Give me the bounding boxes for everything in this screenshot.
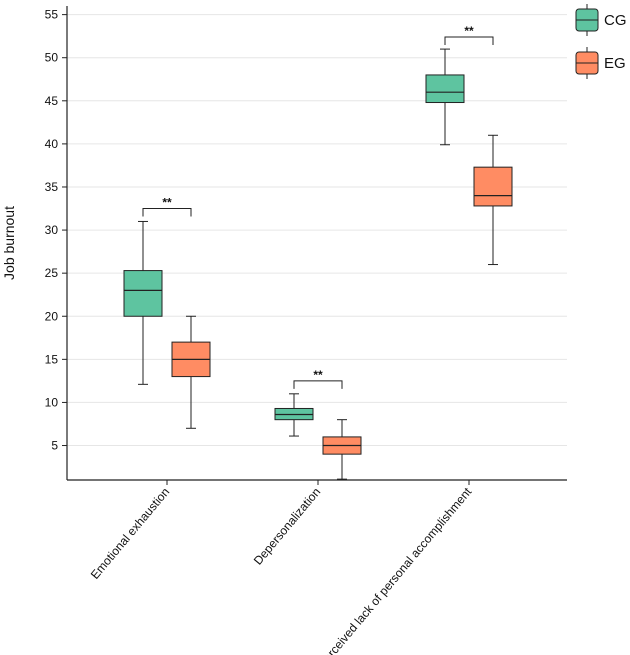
y-tick-label: 25 bbox=[45, 266, 59, 280]
box-eg-2 bbox=[473, 134, 513, 266]
bracket-line bbox=[293, 380, 343, 389]
bracket-line bbox=[444, 36, 494, 46]
y-tick-label: 30 bbox=[45, 223, 59, 237]
y-axis-title: Job burnout bbox=[1, 206, 17, 280]
gridlines bbox=[67, 14, 567, 447]
iqr-box bbox=[123, 270, 163, 317]
legend-item-eg: EG bbox=[575, 47, 626, 79]
bracket-line bbox=[142, 208, 192, 217]
iqr-box bbox=[473, 166, 513, 207]
significance-bracket: ** bbox=[293, 368, 343, 389]
legend-label: EG bbox=[604, 55, 626, 72]
y-tick-label: 10 bbox=[45, 395, 59, 409]
y-tick-label: 5 bbox=[51, 439, 58, 453]
y-tick-label: 50 bbox=[45, 51, 59, 65]
box-eg-0 bbox=[171, 315, 211, 429]
y-tick-label: 55 bbox=[45, 8, 59, 22]
x-tick-label: Emotional exhaustion bbox=[88, 485, 172, 582]
legend-label: CG bbox=[604, 12, 627, 29]
box-cg-0 bbox=[123, 220, 163, 385]
significance-label: ** bbox=[313, 368, 323, 382]
legend: CG EG bbox=[575, 4, 627, 79]
significance-bracket: ** bbox=[444, 24, 494, 46]
y-tick-label: 15 bbox=[45, 352, 59, 366]
box-eg-1 bbox=[322, 419, 362, 480]
box-cg-1 bbox=[274, 393, 314, 437]
y-tick-label: 40 bbox=[45, 137, 59, 151]
y-tick-label: 20 bbox=[45, 309, 59, 323]
significance-label: ** bbox=[162, 196, 172, 210]
significance-label: ** bbox=[464, 24, 474, 38]
significance-markers: ** ** ** bbox=[142, 24, 494, 389]
x-tick-label: Perceived lack of personal accomplishmen… bbox=[315, 484, 474, 655]
axes: 5 10 15 20 25 30 35 40 45 50 55 Emotional exhaustio… bbox=[45, 6, 567, 655]
box-cg-2 bbox=[425, 48, 465, 146]
y-tick-label: 45 bbox=[45, 94, 59, 108]
boxes bbox=[123, 48, 513, 480]
y-tick-label: 35 bbox=[45, 180, 59, 194]
x-tick-label: Depersonalization bbox=[251, 485, 323, 568]
legend-item-cg: CG bbox=[575, 4, 627, 36]
iqr-box bbox=[425, 74, 465, 104]
significance-bracket: ** bbox=[142, 196, 192, 217]
